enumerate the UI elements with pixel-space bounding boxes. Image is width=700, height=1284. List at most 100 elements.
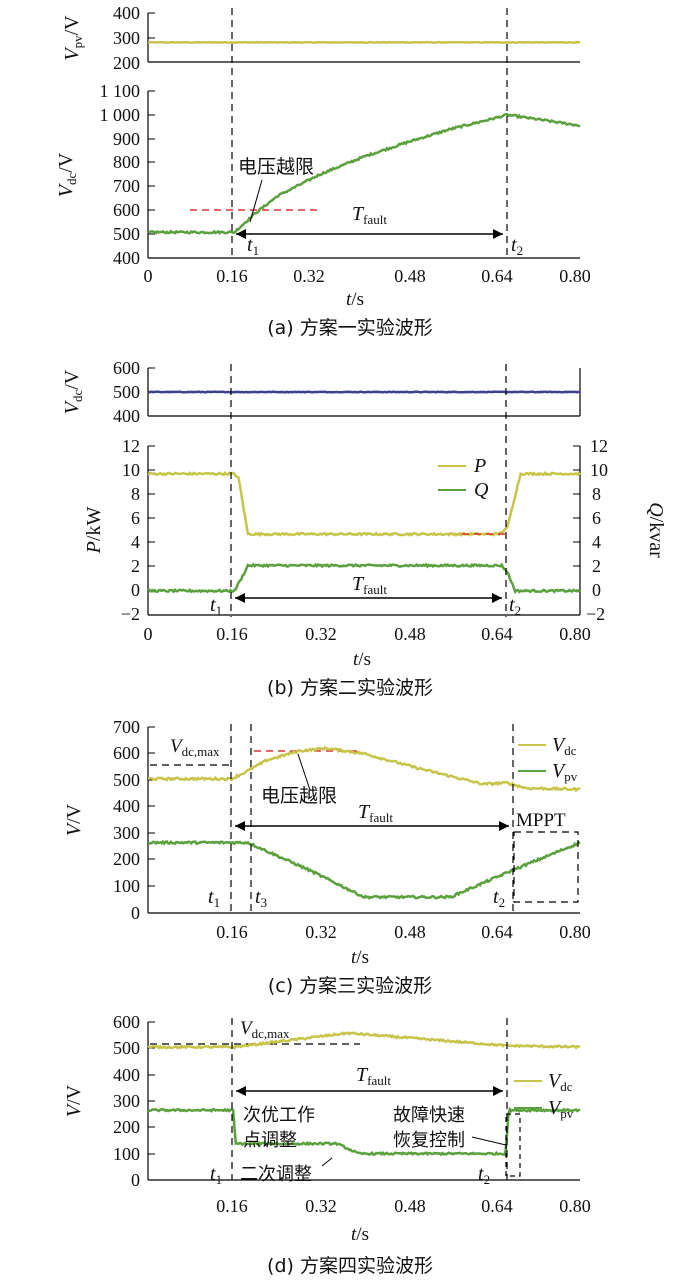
xtick-label: 0.16 — [216, 266, 248, 286]
xtick-label: 0.64 — [481, 266, 513, 286]
legend-label-vdc: Vdc — [548, 1070, 573, 1094]
mppt-label: MPPT — [516, 810, 566, 831]
xtick-label: 0 — [144, 624, 153, 644]
xtick-label: 0.80 — [559, 266, 591, 286]
ytick-label: 600 — [113, 200, 140, 220]
caption-c: (c) 方案三实验波形 — [268, 975, 432, 997]
ytick-label: 600 — [113, 743, 140, 763]
caption-a: (a) 方案一实验波形 — [267, 317, 433, 339]
ytick-label: 500 — [113, 224, 140, 244]
series-vpv-line — [147, 1106, 581, 1157]
xtick-label: 0.16 — [216, 1196, 248, 1216]
t2-label: t2 — [509, 594, 521, 618]
y-axis-label: P/kW — [83, 507, 105, 555]
ytick-label: 200 — [113, 849, 140, 869]
xtick-label: 0.80 — [559, 922, 591, 942]
t2-label: t2 — [511, 234, 523, 258]
second-adjust-label: 二次调整 — [240, 1164, 312, 1185]
ytick-label-right: 2 — [592, 556, 601, 576]
vdcmax-label: Vdc,max — [240, 1018, 290, 1041]
panel-c-x-axis: 0.16 0.32 0.48 0.64 0.80 t/s — [216, 922, 591, 968]
t2-label: t2 — [478, 1163, 490, 1187]
ytick-label: 300 — [113, 1091, 140, 1111]
t1-label: t1 — [247, 234, 259, 258]
series-vdc-line — [147, 1031, 581, 1050]
panel-c-axes: 700 600 500 400 300 200 100 0 V/V Vdc,ma… — [63, 717, 581, 923]
ytick-label: 0 — [131, 1170, 140, 1190]
series-vdc-line — [148, 745, 581, 793]
xtick-label: 0.32 — [293, 266, 325, 286]
xtick-label: 0 — [144, 266, 153, 286]
ytick-label: 500 — [113, 770, 140, 790]
tfault-label: Tfault — [358, 801, 393, 825]
ytick-label: 300 — [113, 28, 140, 48]
xtick-label: 0.32 — [305, 1196, 337, 1216]
ytick-label: 600 — [113, 1012, 140, 1032]
ytick-label: 400 — [113, 796, 140, 816]
xtick-label: 0.48 — [394, 624, 426, 644]
ytick-label: 2 — [131, 556, 140, 576]
ytick-marks — [148, 90, 155, 235]
tfault-label: Tfault — [356, 1064, 391, 1088]
ytick-label-right: 12 — [590, 436, 608, 456]
ytick-label: 0 — [131, 903, 140, 923]
legend-label-vpv: Vpv — [548, 1097, 574, 1121]
ytick-label: 500 — [113, 382, 140, 402]
ytick-label: 700 — [113, 176, 140, 196]
legend-label-vpv: Vpv — [552, 760, 578, 784]
xtick-label: 0.32 — [305, 922, 337, 942]
legend: Vdc Vpv — [518, 734, 578, 784]
xtick-label: 0.80 — [559, 1196, 591, 1216]
legend: P Q — [438, 455, 489, 501]
tfault-label: Tfault — [352, 203, 387, 227]
ytick-label: 400 — [113, 406, 140, 426]
ytick-label: 200 — [113, 53, 140, 73]
ytick-label: 400 — [113, 3, 140, 23]
ytick-label-right: 6 — [592, 508, 601, 528]
y-axis-label: V/V — [63, 803, 85, 836]
ytick-label: 900 — [113, 129, 140, 149]
xtick-label: 0.16 — [216, 922, 248, 942]
ytick-label-right: 4 — [592, 532, 601, 552]
ytick-label: 700 — [113, 717, 140, 737]
ytick-label-right: 10 — [590, 460, 608, 480]
ytick-label: 12 — [122, 436, 140, 456]
y-axis-label: Vpv/V — [61, 15, 85, 61]
series-q-line — [147, 562, 581, 595]
xtick-label: 0.64 — [481, 624, 513, 644]
series-vdc-line — [147, 390, 580, 394]
t2-label: t2 — [493, 886, 505, 910]
panel-d-x-axis: 0.16 0.32 0.48 0.64 0.80 t/s — [216, 1196, 591, 1245]
legend-label-vdc: Vdc — [552, 734, 577, 758]
series-p-line — [148, 470, 581, 538]
panel-a-x-axis: 0 0.16 0.32 0.48 0.64 0.80 t/s — [144, 266, 591, 310]
ytick-label-right: −2 — [586, 604, 605, 624]
ytick-label: 8 — [131, 484, 140, 504]
xtick-label: 0.64 — [481, 1196, 513, 1216]
suboptimal-adjust-label-2: 点调整 — [243, 1130, 297, 1151]
mppt-box — [513, 831, 579, 903]
panel-d: 600 500 400 300 200 100 0 V/V Vdc,max Vd… — [63, 1012, 591, 1277]
xtick-label: 0.48 — [394, 1196, 426, 1216]
ytick-label: −2 — [121, 604, 140, 624]
panel-d-axes: 600 500 400 300 200 100 0 V/V Vdc,max Vd… — [63, 1012, 581, 1190]
panel-b-vdc-axes: 600 500 400 Vdc/V — [61, 358, 581, 426]
y-axis-label: Vdc/V — [61, 369, 85, 414]
ytick-label: 100 — [113, 876, 140, 896]
ytick-label: 0 — [131, 580, 140, 600]
xtick-label: 0.48 — [394, 266, 426, 286]
fast-recovery-label: 故障快速 — [393, 1105, 465, 1126]
ytick-label: 4 — [131, 532, 140, 552]
fast-recovery-label-2: 恢复控制 — [393, 1130, 465, 1151]
tfault-label: Tfault — [352, 573, 387, 597]
ytick-label: 100 — [113, 1144, 140, 1164]
t1-label: t1 — [208, 886, 220, 910]
ytick-label: 500 — [113, 1038, 140, 1058]
ytick-label: 6 — [131, 508, 140, 528]
voltage-limit-label: 电压越限 — [238, 156, 314, 178]
ytick-label: 300 — [113, 823, 140, 843]
x-axis-label: t/s — [351, 947, 369, 968]
panel-b: 600 500 400 Vdc/V 12 10 8 6 — [61, 358, 667, 699]
ytick-label: 10 — [122, 460, 140, 480]
panel-a-vdc-axes: 1 100 1 000 900 800 700 600 500 400 Vdc/… — [55, 81, 581, 268]
